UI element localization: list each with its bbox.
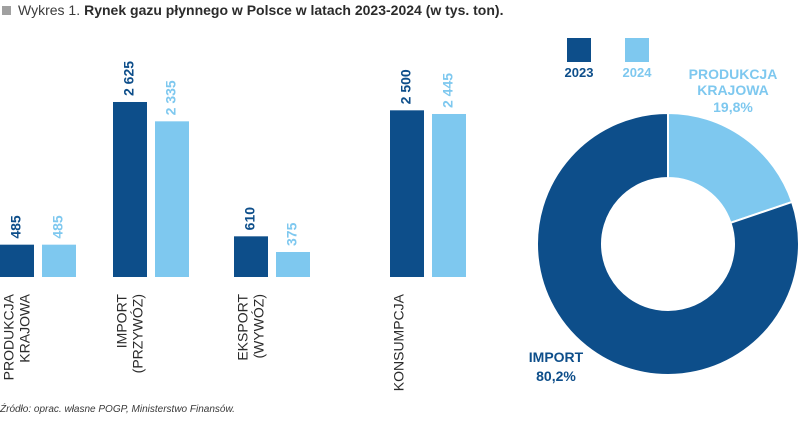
data-label-2023-2: 610 — [242, 207, 258, 231]
category-label-3-0: KONSUMPCJA — [391, 293, 407, 391]
category-label-2-1: (WYWÓZ) — [251, 294, 267, 359]
bar-2024-0 — [42, 244, 76, 277]
donut-slice-1 — [536, 111, 800, 376]
chart-title: Rynek gazu płynnego w Polsce w latach 20… — [84, 2, 504, 18]
bar-2024-1 — [155, 121, 189, 277]
chart-title-prefix: Wykres 1. — [18, 2, 81, 18]
title-square-icon — [2, 5, 11, 15]
chart-title-row: Wykres 1. Rynek gazu płynnego w Polsce w… — [0, 0, 503, 20]
data-label-2023-3: 2 500 — [398, 69, 414, 104]
data-label-2024-3: 2 445 — [440, 73, 456, 108]
donut-label-0-0: PRODUKCJA — [689, 66, 778, 82]
donut-label-0-1: KRAJOWA — [697, 82, 769, 98]
category-label-0-0: PRODUKCJA — [1, 293, 17, 380]
legend-swatch-2023 — [567, 38, 591, 62]
bar-2023-3 — [390, 110, 424, 277]
legend-swatch-2024 — [625, 38, 649, 62]
bar-2024-3 — [432, 113, 466, 277]
data-label-2024-2: 375 — [284, 222, 300, 246]
category-label-1-1: (PRZYWÓZ) — [130, 294, 146, 373]
legend-label-2024: 2024 — [623, 65, 653, 80]
donut-value-0: 19,8% — [713, 99, 753, 115]
donut-value-1: 80,2% — [536, 368, 576, 384]
data-label-2024-1: 2 335 — [163, 80, 179, 115]
bar-2024-2 — [276, 251, 310, 277]
category-label-1-0: IMPORT — [114, 294, 130, 349]
bar-2023-0 — [0, 244, 34, 277]
donut-label-1-0: IMPORT — [529, 349, 584, 365]
legend-label-2023: 2023 — [565, 65, 594, 80]
category-label-0-1: KRAJOWA — [17, 293, 33, 362]
data-label-2023-1: 2 625 — [121, 61, 137, 96]
source-note: Źródło: oprac. własne POGP, Ministerstwo… — [0, 404, 235, 415]
category-label-2-0: EKSPORT — [235, 294, 251, 361]
data-label-2023-0: 485 — [8, 215, 24, 239]
donut-slice-0 — [667, 111, 794, 225]
bar-2023-1 — [113, 101, 147, 278]
data-label-2024-0: 485 — [50, 215, 66, 239]
bar-2023-2 — [234, 236, 268, 277]
